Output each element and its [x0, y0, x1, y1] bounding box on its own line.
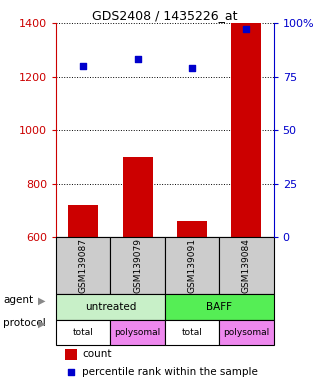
Bar [56, 295, 165, 320]
Bar [123, 157, 153, 237]
Bar [219, 320, 274, 345]
Bar [110, 237, 165, 295]
Text: protocol: protocol [3, 318, 46, 328]
Text: ▶: ▶ [38, 318, 45, 328]
Bar [165, 295, 274, 320]
Text: untreated: untreated [85, 302, 136, 312]
Bar [56, 237, 110, 295]
Bar [219, 237, 274, 295]
Text: ▶: ▶ [38, 295, 45, 305]
Text: GSM139087: GSM139087 [79, 238, 88, 293]
Bar [110, 320, 165, 345]
Bar [177, 221, 207, 237]
Text: percentile rank within the sample: percentile rank within the sample [82, 367, 258, 377]
Title: GDS2408 / 1435226_at: GDS2408 / 1435226_at [92, 9, 237, 22]
Bar [68, 205, 98, 237]
Point [81, 63, 86, 69]
Text: polysomal: polysomal [115, 328, 161, 337]
Point [135, 56, 140, 63]
Text: polysomal: polysomal [223, 328, 269, 337]
Bar [65, 349, 77, 360]
Bar [231, 23, 261, 237]
Text: GSM139091: GSM139091 [188, 238, 196, 293]
Text: count: count [82, 349, 112, 359]
Text: total: total [181, 328, 203, 337]
Point [189, 65, 195, 71]
Text: total: total [73, 328, 94, 337]
Text: GSM139079: GSM139079 [133, 238, 142, 293]
Point [244, 26, 249, 33]
Bar [165, 320, 219, 345]
Point [68, 369, 73, 376]
Bar [56, 320, 110, 345]
Text: agent: agent [3, 295, 33, 305]
Bar [165, 237, 219, 295]
Text: GSM139084: GSM139084 [242, 238, 251, 293]
Text: BAFF: BAFF [206, 302, 232, 312]
